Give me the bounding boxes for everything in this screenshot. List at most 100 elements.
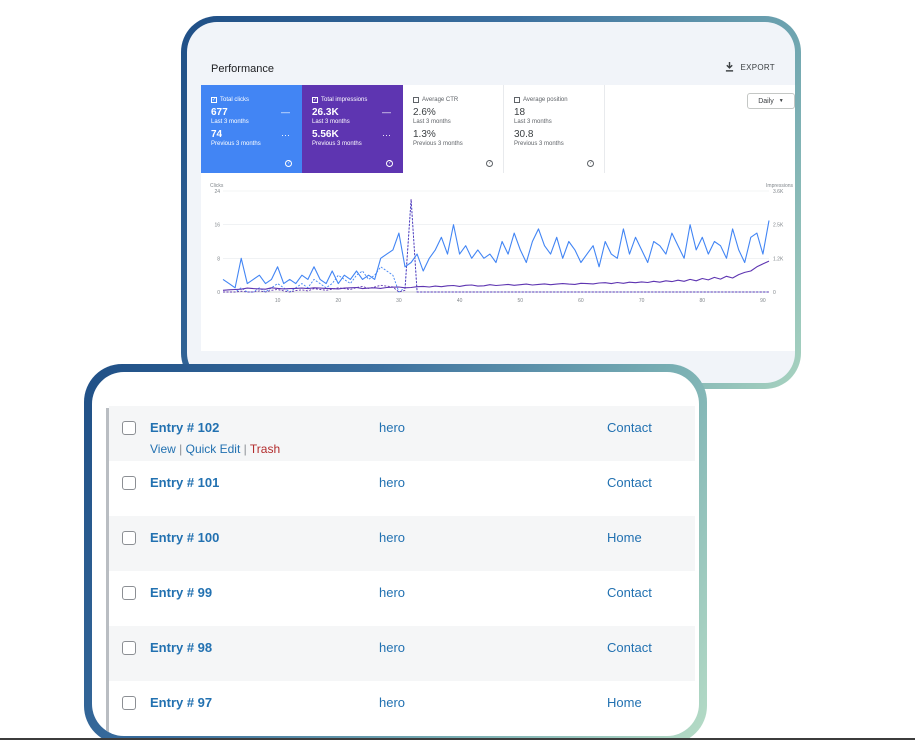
performance-chart: Clicks Impressions 24 3.6K 16 2.5K 8 1.2K 0 0 10… (210, 183, 794, 304)
metric-period-current: Last 3 months (211, 119, 249, 125)
performance-body: ✓ Total clicks 677 Last 3 months 74 Previ… (201, 85, 795, 351)
solid-line-legend-icon: — (281, 107, 290, 117)
series-line-impressions (222, 260, 770, 291)
separator: | (179, 442, 183, 456)
entry-title-link[interactable]: Entry # 102 (150, 420, 220, 435)
dotted-line-legend-icon: ··· (382, 130, 391, 140)
x-tick-label: 70 (639, 298, 645, 304)
entry-page-link[interactable]: Contact (607, 420, 652, 435)
entry-form-link[interactable]: hero (379, 585, 406, 600)
entry-form-link[interactable]: hero (379, 475, 406, 490)
row-checkbox[interactable] (122, 696, 136, 710)
solid-line-legend-icon: — (382, 107, 391, 117)
series-line-clicks-previous (223, 198, 769, 293)
checkbox-unchecked-icon[interactable] (413, 97, 419, 103)
y-left-tick-label: 0 (217, 290, 220, 296)
entry-title-link[interactable]: Entry # 98 (150, 640, 213, 655)
table-row: Entry # 97 hero Home (109, 681, 695, 736)
axis-ticks: 24 3.6K 16 2.5K 8 1.2K 0 0 10 20 30 40 50 60 70 80 90 (214, 189, 784, 304)
help-icon[interactable]: ? (285, 160, 292, 167)
metric-period-current: Last 3 months (413, 119, 451, 125)
help-icon[interactable]: ? (486, 160, 493, 167)
row-checkbox[interactable] (122, 421, 136, 435)
entry-title-link[interactable]: Entry # 99 (150, 585, 213, 600)
performance-card: Performance EXPORT ✓ Total clicks 677 Las… (181, 16, 801, 389)
entry-form-link[interactable]: hero (379, 530, 406, 545)
separator: | (243, 442, 247, 456)
list-rail (106, 408, 109, 736)
y-right-tick-label: 2.5K (773, 223, 784, 229)
metric-value-previous: 30.8 (514, 129, 534, 140)
x-tick-label: 80 (699, 298, 705, 304)
metric-label: Total clicks (220, 97, 250, 103)
y-left-tick-label: 24 (214, 189, 220, 195)
checkbox-unchecked-icon[interactable] (514, 97, 520, 103)
entry-title-link[interactable]: Entry # 101 (150, 475, 220, 490)
table-row: Entry # 100 hero Home (109, 516, 695, 571)
metric-average-ctr[interactable]: Average CTR 2.6% Last 3 months 1.3% Prev… (403, 85, 504, 173)
help-icon[interactable]: ? (587, 160, 594, 167)
download-icon (726, 62, 734, 72)
y-right-tick-label: 3.6K (773, 189, 784, 195)
entry-title-link[interactable]: Entry # 100 (150, 530, 220, 545)
view-link[interactable]: View (150, 442, 176, 456)
row-checkbox[interactable] (122, 641, 136, 655)
grid (223, 190, 769, 293)
trash-link[interactable]: Trash (249, 442, 281, 456)
x-tick-label: 90 (760, 298, 766, 304)
y-right-axis-label: Impressions (766, 183, 793, 189)
metric-period-previous: Previous 3 months (413, 141, 463, 147)
metric-value-previous: 5.56K (312, 129, 339, 140)
metric-average-position[interactable]: Average position 18 Last 3 months 30.8 P… (504, 85, 605, 173)
row-checkbox[interactable] (122, 586, 136, 600)
series (222, 198, 770, 293)
table-row: Entry # 98 hero Contact (109, 626, 695, 681)
y-left-tick-label: 16 (214, 223, 220, 229)
series-line-impressions-previous (223, 198, 769, 293)
entry-form-link[interactable]: hero (379, 420, 406, 435)
entry-title-link[interactable]: Entry # 97 (150, 695, 213, 710)
checkbox-checked-icon[interactable]: ✓ (312, 97, 318, 103)
x-tick-label: 20 (335, 298, 341, 304)
granularity-value: Daily (758, 97, 774, 105)
metric-label: Average position (523, 97, 568, 103)
export-button[interactable]: EXPORT (725, 62, 775, 72)
performance-title: Performance (211, 63, 274, 75)
entry-page-link[interactable]: Contact (607, 640, 652, 655)
row-actions: View | Quick Edit | Trash (150, 442, 280, 456)
entries-card: Entry # 102 hero Contact View | Quick Ed… (84, 364, 707, 740)
table-row: Entry # 101 hero Contact (109, 461, 695, 516)
entry-page-link[interactable]: Contact (607, 585, 652, 600)
metric-value-previous: 1.3% (413, 129, 436, 140)
metric-period-current: Last 3 months (514, 119, 552, 125)
metric-period-previous: Previous 3 months (514, 141, 564, 147)
entry-form-link[interactable]: hero (379, 695, 406, 710)
entries-list: Entry # 102 hero Contact View | Quick Ed… (92, 372, 699, 736)
entry-page-link[interactable]: Contact (607, 475, 652, 490)
y-left-tick-label: 8 (217, 256, 220, 262)
metric-label: Total impressions (321, 97, 368, 103)
x-tick-label: 10 (275, 298, 281, 304)
entry-form-link[interactable]: hero (379, 640, 406, 655)
table-row: Entry # 102 hero Contact View | Quick Ed… (109, 406, 695, 461)
metric-total-impressions[interactable]: ✓ Total impressions 26.3K Last 3 months 5… (302, 85, 403, 173)
y-right-tick-label: 1.2K (773, 256, 784, 262)
x-tick-label: 50 (517, 298, 523, 304)
dropdown-arrow-icon: ▼ (778, 98, 784, 104)
checkbox-checked-icon[interactable]: ✓ (211, 97, 217, 103)
help-icon[interactable]: ? (386, 160, 393, 167)
row-checkbox[interactable] (122, 531, 136, 545)
metric-total-clicks[interactable]: ✓ Total clicks 677 Last 3 months 74 Previ… (201, 85, 302, 173)
bottom-divider (0, 738, 915, 740)
row-checkbox[interactable] (122, 476, 136, 490)
series-line-clicks (222, 220, 770, 289)
dotted-line-legend-icon: ··· (281, 130, 290, 140)
granularity-select[interactable]: Daily ▼ (747, 93, 795, 109)
export-label: EXPORT (740, 62, 775, 72)
table-row: Entry # 99 hero Contact (109, 571, 695, 626)
entry-page-link[interactable]: Home (607, 695, 642, 710)
metric-value-current: 2.6% (413, 107, 436, 118)
metric-period-current: Last 3 months (312, 119, 350, 125)
quick-edit-link[interactable]: Quick Edit (185, 442, 241, 456)
entry-page-link[interactable]: Home (607, 530, 642, 545)
